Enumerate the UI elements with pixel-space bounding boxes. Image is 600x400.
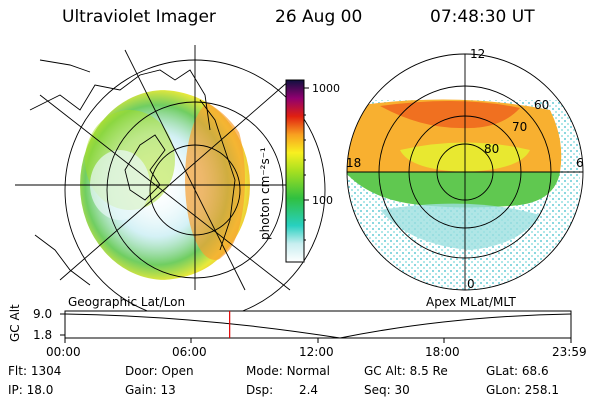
glon-info: GLon: 258.1 [486,383,559,397]
door-info: Door: Open [125,364,194,378]
date-label: 26 Aug 00 [275,7,363,27]
time-tick-1200: 12:00 [299,345,334,359]
dsp-info: Dsp: 2.4 [246,383,319,397]
glon-value: 258.1 [524,383,559,397]
dsp-value: 2.4 [298,383,319,397]
mlt-label-12: 12 [470,47,486,61]
time-tick-0000: 00:00 [46,345,81,359]
flt-value: 1304 [30,364,62,378]
lat-label-70: 70 [512,120,528,134]
time-label: 07:48:30 UT [430,7,535,27]
apex-map-caption: Apex MLat/MLT [426,295,516,309]
colorbar [285,79,305,263]
gain-value: 13 [160,383,176,397]
gcalt-value: 8.5 Re [409,364,448,378]
altitude-ylabel: GC Alt [8,304,22,342]
geo-map [15,45,326,321]
mode-value: Normal [286,364,330,378]
door-value: Open [161,364,194,378]
colorbar-unit-label: photon cm⁻²s⁻¹ [258,147,272,240]
glat-value: 68.6 [521,364,549,378]
ip-info: IP: 18.0 [8,383,54,397]
mlt-label-0: 0 [467,277,475,291]
seq-info: Seq: 30 [364,383,410,397]
lat-label-60: 60 [534,98,550,112]
altitude-ytick-1-8: 1.8 [33,328,53,342]
mlt-label-18: 18 [346,156,362,170]
mlt-label-6: 6 [576,156,584,170]
time-tick-2359: 23:59 [552,345,587,359]
altitude-ytick-9: 9.0 [33,307,53,321]
time-tick-1800: 18:00 [425,345,460,359]
gcalt-info: GC Alt: 8.5 Re [364,364,448,378]
altitude-plot [60,310,572,343]
geo-map-caption: Geographic Lat/Lon [68,295,186,309]
instrument-title: Ultraviolet Imager [62,7,216,27]
gain-info: Gain: 13 [125,383,176,397]
apex-map [346,53,584,291]
colorbar-tick-1000: 1000 [312,82,340,95]
glat-info: GLat: 68.6 [486,364,549,378]
time-tick-0600: 06:00 [172,345,207,359]
ip-value: 18.0 [26,383,54,397]
mode-info: Mode: Normal [246,364,330,378]
lat-label-80: 80 [484,142,500,156]
colorbar-tick-100: 100 [312,194,333,207]
seq-value: 30 [394,383,410,397]
flt-info: Flt: 1304 [8,364,62,378]
